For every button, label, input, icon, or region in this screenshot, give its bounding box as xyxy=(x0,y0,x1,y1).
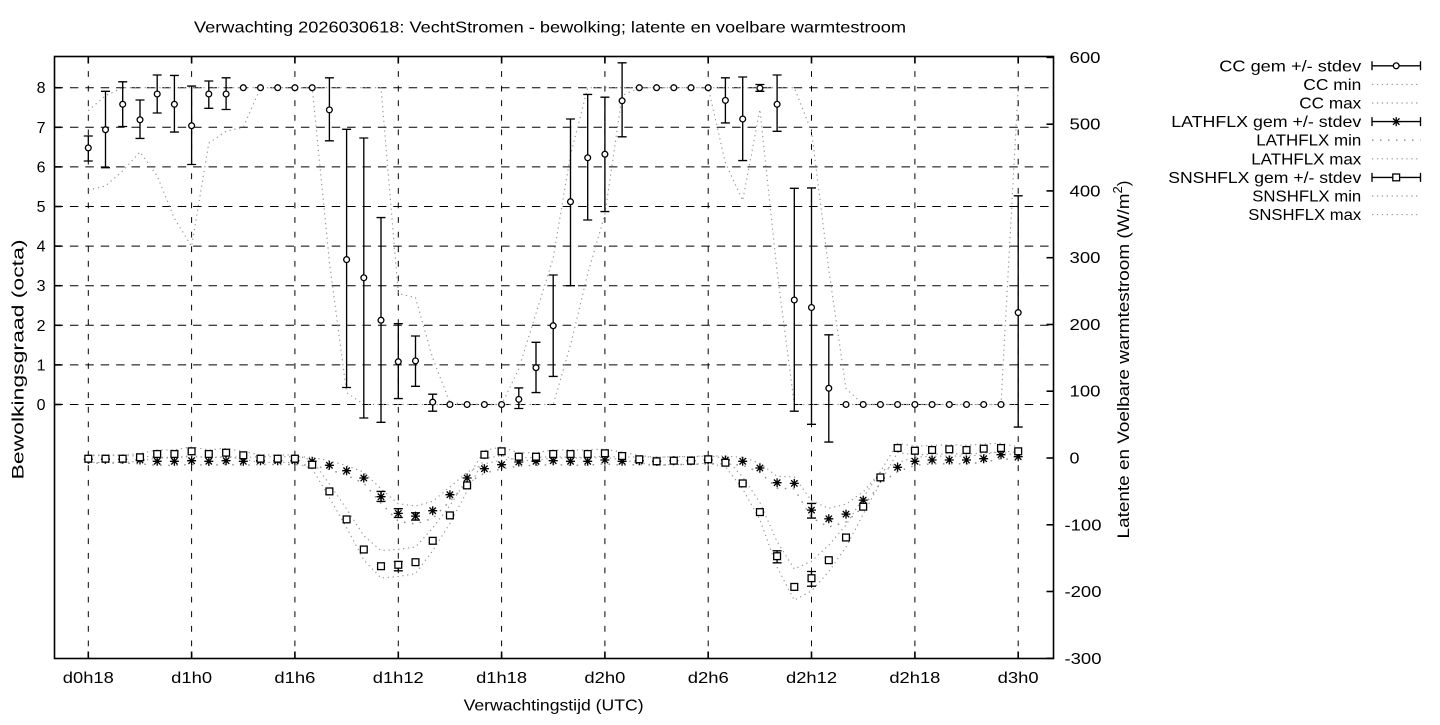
svg-text:d0h18: d0h18 xyxy=(63,670,114,687)
svg-text:d2h18: d2h18 xyxy=(889,670,940,687)
svg-text:Latente en Voelbare warmtestro: Latente en Voelbare warmtestroom (W/m2) xyxy=(1110,181,1133,539)
svg-text:d3h0: d3h0 xyxy=(998,670,1039,687)
svg-text:LATHFLX gem +/- stdev: LATHFLX gem +/- stdev xyxy=(1171,114,1361,131)
svg-text:Bewolkingsgraad (octa): Bewolkingsgraad (octa) xyxy=(9,240,28,480)
svg-text:CC gem +/- stdev: CC gem +/- stdev xyxy=(1219,58,1361,75)
svg-text:d2h0: d2h0 xyxy=(584,670,625,687)
svg-text:0: 0 xyxy=(37,397,46,414)
svg-text:0: 0 xyxy=(1070,451,1080,468)
svg-text:d2h12: d2h12 xyxy=(786,670,837,687)
svg-text:d2h6: d2h6 xyxy=(688,670,729,687)
svg-text:SNSHFLX min: SNSHFLX min xyxy=(1252,189,1361,206)
svg-text:d1h6: d1h6 xyxy=(274,670,315,687)
svg-text:600: 600 xyxy=(1070,50,1101,67)
svg-text:6: 6 xyxy=(37,159,46,176)
svg-text:4: 4 xyxy=(37,239,46,256)
svg-text:LATHFLX max: LATHFLX max xyxy=(1251,151,1361,168)
svg-text:300: 300 xyxy=(1070,250,1101,267)
svg-text:SNSHFLX gem +/- stdev: SNSHFLX gem +/- stdev xyxy=(1168,170,1361,187)
svg-text:-100: -100 xyxy=(1065,517,1102,534)
svg-text:100: 100 xyxy=(1070,384,1101,401)
svg-text:1: 1 xyxy=(37,357,46,374)
svg-text:2: 2 xyxy=(37,318,46,335)
svg-text:d1h18: d1h18 xyxy=(476,670,527,687)
svg-text:CC min: CC min xyxy=(1303,77,1361,94)
svg-text:d1h0: d1h0 xyxy=(171,670,212,687)
svg-text:5: 5 xyxy=(37,199,46,216)
svg-text:Verwachting 2026030618: VechtS: Verwachting 2026030618: VechtStromen - b… xyxy=(194,20,906,37)
svg-text:CC max: CC max xyxy=(1299,96,1361,113)
svg-text:Verwachtingstijd (UTC): Verwachtingstijd (UTC) xyxy=(464,698,644,715)
svg-text:400: 400 xyxy=(1070,183,1101,200)
svg-text:-300: -300 xyxy=(1065,651,1102,668)
svg-text:3: 3 xyxy=(37,278,46,295)
svg-text:SNSHFLX max: SNSHFLX max xyxy=(1248,207,1361,224)
svg-text:LATHFLX min: LATHFLX min xyxy=(1256,133,1361,150)
svg-text:8: 8 xyxy=(37,80,46,97)
svg-text:-200: -200 xyxy=(1065,584,1102,601)
svg-text:200: 200 xyxy=(1070,317,1101,334)
svg-text:d1h12: d1h12 xyxy=(373,670,424,687)
svg-text:7: 7 xyxy=(37,120,46,137)
svg-text:500: 500 xyxy=(1070,117,1101,134)
